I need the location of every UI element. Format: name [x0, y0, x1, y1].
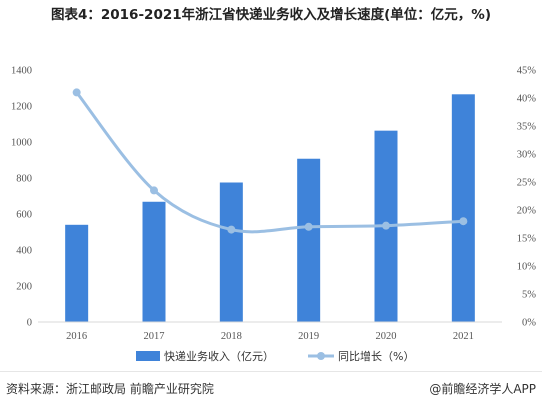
- growth-point: [304, 222, 313, 231]
- bar: [451, 94, 475, 322]
- right-tick-label: 30%: [517, 150, 537, 161]
- right-tick-label: 40%: [517, 94, 537, 105]
- legend-bar-swatch: [136, 351, 160, 361]
- bar-series: [65, 94, 475, 322]
- legend-line-label: 同比增长（%）: [338, 349, 414, 363]
- right-tick-label: 0%: [522, 318, 536, 329]
- left-tick-label: 1000: [11, 138, 32, 149]
- right-tick-label: 15%: [517, 234, 537, 245]
- brand-text: @前瞻经济学人APP: [429, 382, 536, 396]
- x-tick-label: 2017: [144, 331, 165, 342]
- legend-bar-label: 快递业务收入（亿元）: [164, 349, 274, 363]
- left-tick-label: 1200: [11, 102, 32, 113]
- brand-credit: @前瞻经济学人APP: [429, 380, 536, 397]
- right-tick-label: 10%: [517, 262, 537, 273]
- x-tick-label: 2019: [298, 331, 319, 342]
- left-tick-label: 200: [16, 282, 32, 293]
- bar: [65, 224, 89, 322]
- growth-line: [75, 91, 464, 234]
- x-tick-label: 2020: [376, 331, 397, 342]
- growth-point: [150, 186, 158, 195]
- footer-divider: [0, 371, 542, 372]
- right-tick-label: 25%: [517, 178, 537, 189]
- legend-line-marker: [317, 352, 325, 360]
- x-tick-label: 2021: [453, 331, 474, 342]
- left-tick-label: 800: [16, 174, 32, 185]
- left-tick-label: 0: [27, 318, 32, 329]
- x-tick-label: 2016: [66, 331, 87, 342]
- legend: 快递业务收入（亿元） 同比增长（%）: [136, 349, 414, 363]
- bar: [142, 201, 166, 322]
- x-tick-label: 2018: [221, 331, 242, 342]
- line-series: [72, 88, 468, 234]
- source-note: 资料来源：浙江邮政局 前瞻产业研究院: [6, 382, 214, 396]
- x-axis: 2016 2017 2018 2019 2020 2021: [38, 321, 502, 342]
- growth-point: [72, 88, 81, 97]
- left-tick-label: 400: [16, 246, 32, 257]
- right-tick-label: 45%: [517, 66, 537, 77]
- growth-point: [227, 225, 236, 234]
- growth-point: [382, 221, 390, 230]
- chart-title: 图表4：2016-2021年浙江省快递业务收入及增长速度(单位：亿元，%): [50, 7, 491, 23]
- left-tick-label: 600: [16, 210, 32, 221]
- left-axis: 0 200 400 600 800 1000 1200 1400: [11, 66, 32, 329]
- right-axis: 0% 5% 10% 15% 20% 25% 30% 35% 40% 45%: [517, 66, 537, 329]
- bar: [219, 182, 243, 322]
- right-tick-label: 20%: [517, 206, 537, 217]
- left-tick-label: 1400: [11, 66, 32, 77]
- right-tick-label: 5%: [522, 290, 536, 301]
- bar: [297, 158, 321, 322]
- right-tick-label: 35%: [517, 122, 537, 133]
- growth-point: [459, 217, 468, 226]
